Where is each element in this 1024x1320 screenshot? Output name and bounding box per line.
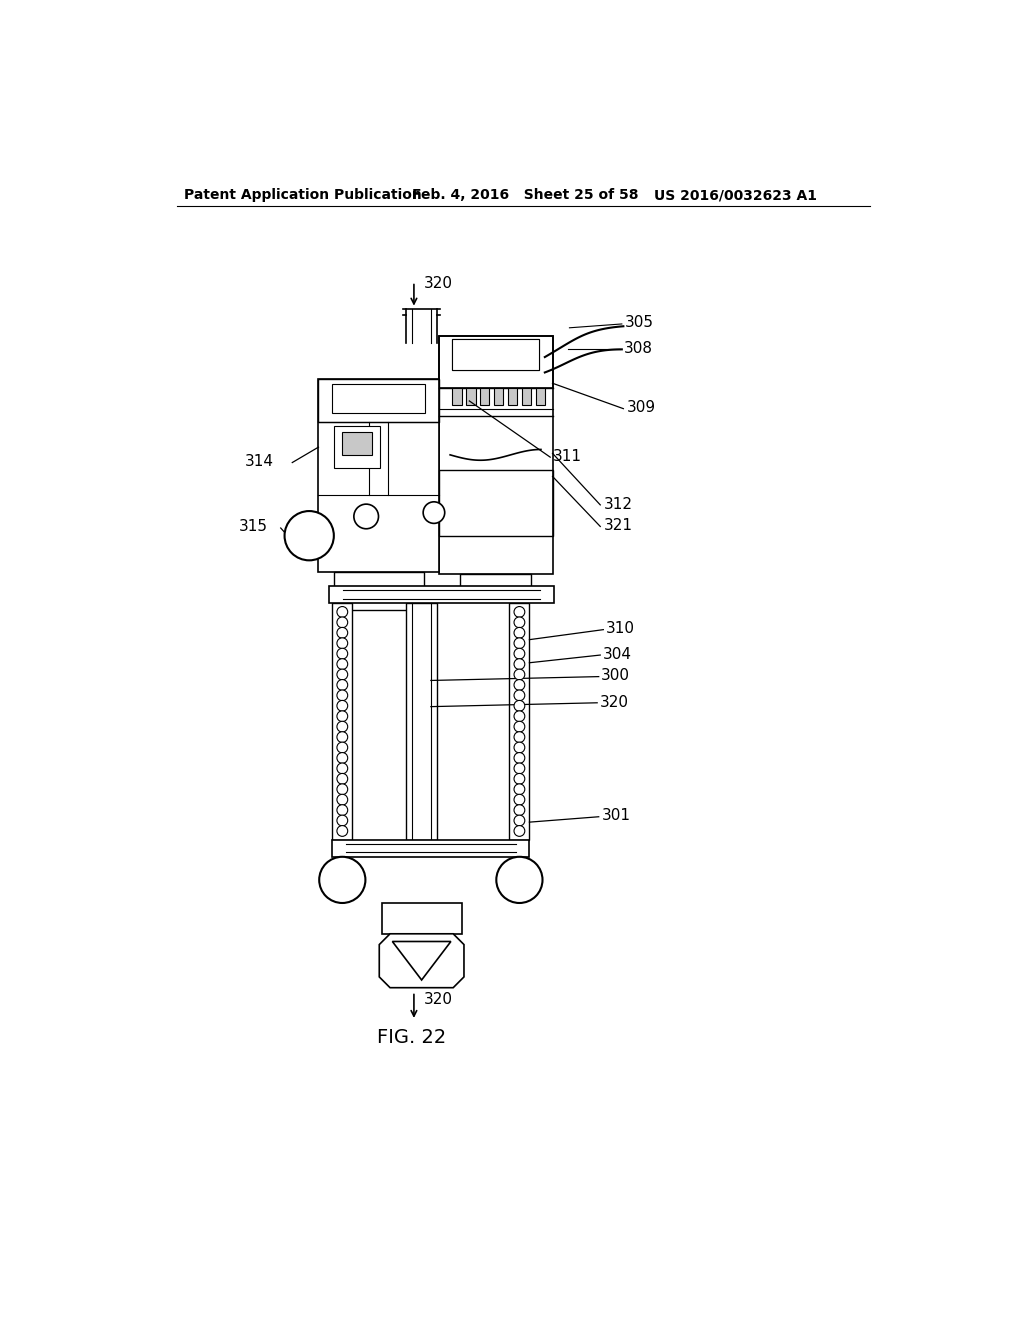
Text: Patent Application Publication: Patent Application Publication xyxy=(184,189,422,202)
Text: 321: 321 xyxy=(603,519,633,533)
Circle shape xyxy=(423,502,444,524)
Text: 300: 300 xyxy=(601,668,630,684)
Bar xyxy=(333,840,529,857)
Circle shape xyxy=(337,763,348,774)
Circle shape xyxy=(337,795,348,805)
Circle shape xyxy=(337,825,348,837)
Bar xyxy=(382,903,462,933)
Circle shape xyxy=(514,690,525,701)
Text: 315: 315 xyxy=(239,519,267,535)
Polygon shape xyxy=(379,933,464,987)
Bar xyxy=(438,335,553,388)
Bar xyxy=(334,572,424,610)
Circle shape xyxy=(514,680,525,690)
Text: 320: 320 xyxy=(599,694,629,710)
Circle shape xyxy=(514,721,525,733)
Text: 311: 311 xyxy=(553,449,582,463)
Circle shape xyxy=(337,669,348,680)
Text: 305: 305 xyxy=(625,315,654,330)
Bar xyxy=(438,335,553,388)
Circle shape xyxy=(337,731,348,742)
Circle shape xyxy=(337,638,348,648)
Circle shape xyxy=(337,711,348,722)
Circle shape xyxy=(337,659,348,669)
Bar xyxy=(509,603,529,840)
Circle shape xyxy=(337,742,348,752)
Circle shape xyxy=(514,711,525,722)
Circle shape xyxy=(514,805,525,816)
Bar xyxy=(318,379,439,572)
Circle shape xyxy=(337,701,348,711)
Circle shape xyxy=(514,659,525,669)
Bar xyxy=(453,339,539,370)
Bar xyxy=(438,470,553,536)
Circle shape xyxy=(514,638,525,648)
Circle shape xyxy=(514,669,525,680)
Circle shape xyxy=(337,648,348,659)
Circle shape xyxy=(337,680,348,690)
Circle shape xyxy=(337,752,348,763)
Text: 309: 309 xyxy=(627,400,655,414)
Circle shape xyxy=(514,731,525,742)
Bar xyxy=(536,388,545,405)
Bar xyxy=(508,388,517,405)
Bar xyxy=(438,335,553,574)
Bar xyxy=(334,425,380,469)
Text: Feb. 4, 2016   Sheet 25 of 58: Feb. 4, 2016 Sheet 25 of 58 xyxy=(412,189,638,202)
Bar xyxy=(330,586,554,603)
Text: 320: 320 xyxy=(424,276,453,290)
Text: 310: 310 xyxy=(605,622,635,636)
Circle shape xyxy=(514,607,525,618)
Circle shape xyxy=(514,763,525,774)
Text: 308: 308 xyxy=(624,341,652,356)
Bar xyxy=(460,574,531,601)
Text: 304: 304 xyxy=(602,647,632,661)
Circle shape xyxy=(514,816,525,826)
Circle shape xyxy=(514,825,525,837)
Bar xyxy=(342,432,373,455)
Circle shape xyxy=(514,752,525,763)
Text: FIG. 22: FIG. 22 xyxy=(377,1028,446,1047)
Text: 320: 320 xyxy=(424,991,453,1007)
Bar xyxy=(453,388,462,405)
Text: 301: 301 xyxy=(602,808,631,824)
Circle shape xyxy=(337,616,348,628)
Circle shape xyxy=(337,627,348,638)
Circle shape xyxy=(514,616,525,628)
Bar xyxy=(438,335,553,388)
Bar xyxy=(333,603,352,840)
Bar xyxy=(453,339,539,370)
Polygon shape xyxy=(392,941,451,979)
Bar xyxy=(407,603,437,840)
Circle shape xyxy=(337,721,348,733)
Bar xyxy=(466,388,475,405)
Circle shape xyxy=(514,648,525,659)
Bar xyxy=(318,379,439,422)
Bar xyxy=(521,388,531,405)
Bar xyxy=(480,388,489,405)
Bar xyxy=(318,379,439,422)
Circle shape xyxy=(337,805,348,816)
Text: 312: 312 xyxy=(603,496,633,512)
Bar xyxy=(494,388,503,405)
Bar xyxy=(333,384,425,413)
Circle shape xyxy=(497,857,543,903)
Circle shape xyxy=(285,511,334,561)
Circle shape xyxy=(337,816,348,826)
Circle shape xyxy=(514,742,525,752)
Text: US 2016/0032623 A1: US 2016/0032623 A1 xyxy=(654,189,817,202)
Circle shape xyxy=(337,690,348,701)
Circle shape xyxy=(514,627,525,638)
Circle shape xyxy=(514,701,525,711)
Circle shape xyxy=(337,784,348,795)
Circle shape xyxy=(514,774,525,784)
Circle shape xyxy=(319,857,366,903)
Circle shape xyxy=(337,607,348,618)
Circle shape xyxy=(514,795,525,805)
Bar xyxy=(438,470,553,536)
Circle shape xyxy=(354,504,379,529)
Circle shape xyxy=(514,784,525,795)
Text: 314: 314 xyxy=(245,454,273,469)
Circle shape xyxy=(337,774,348,784)
